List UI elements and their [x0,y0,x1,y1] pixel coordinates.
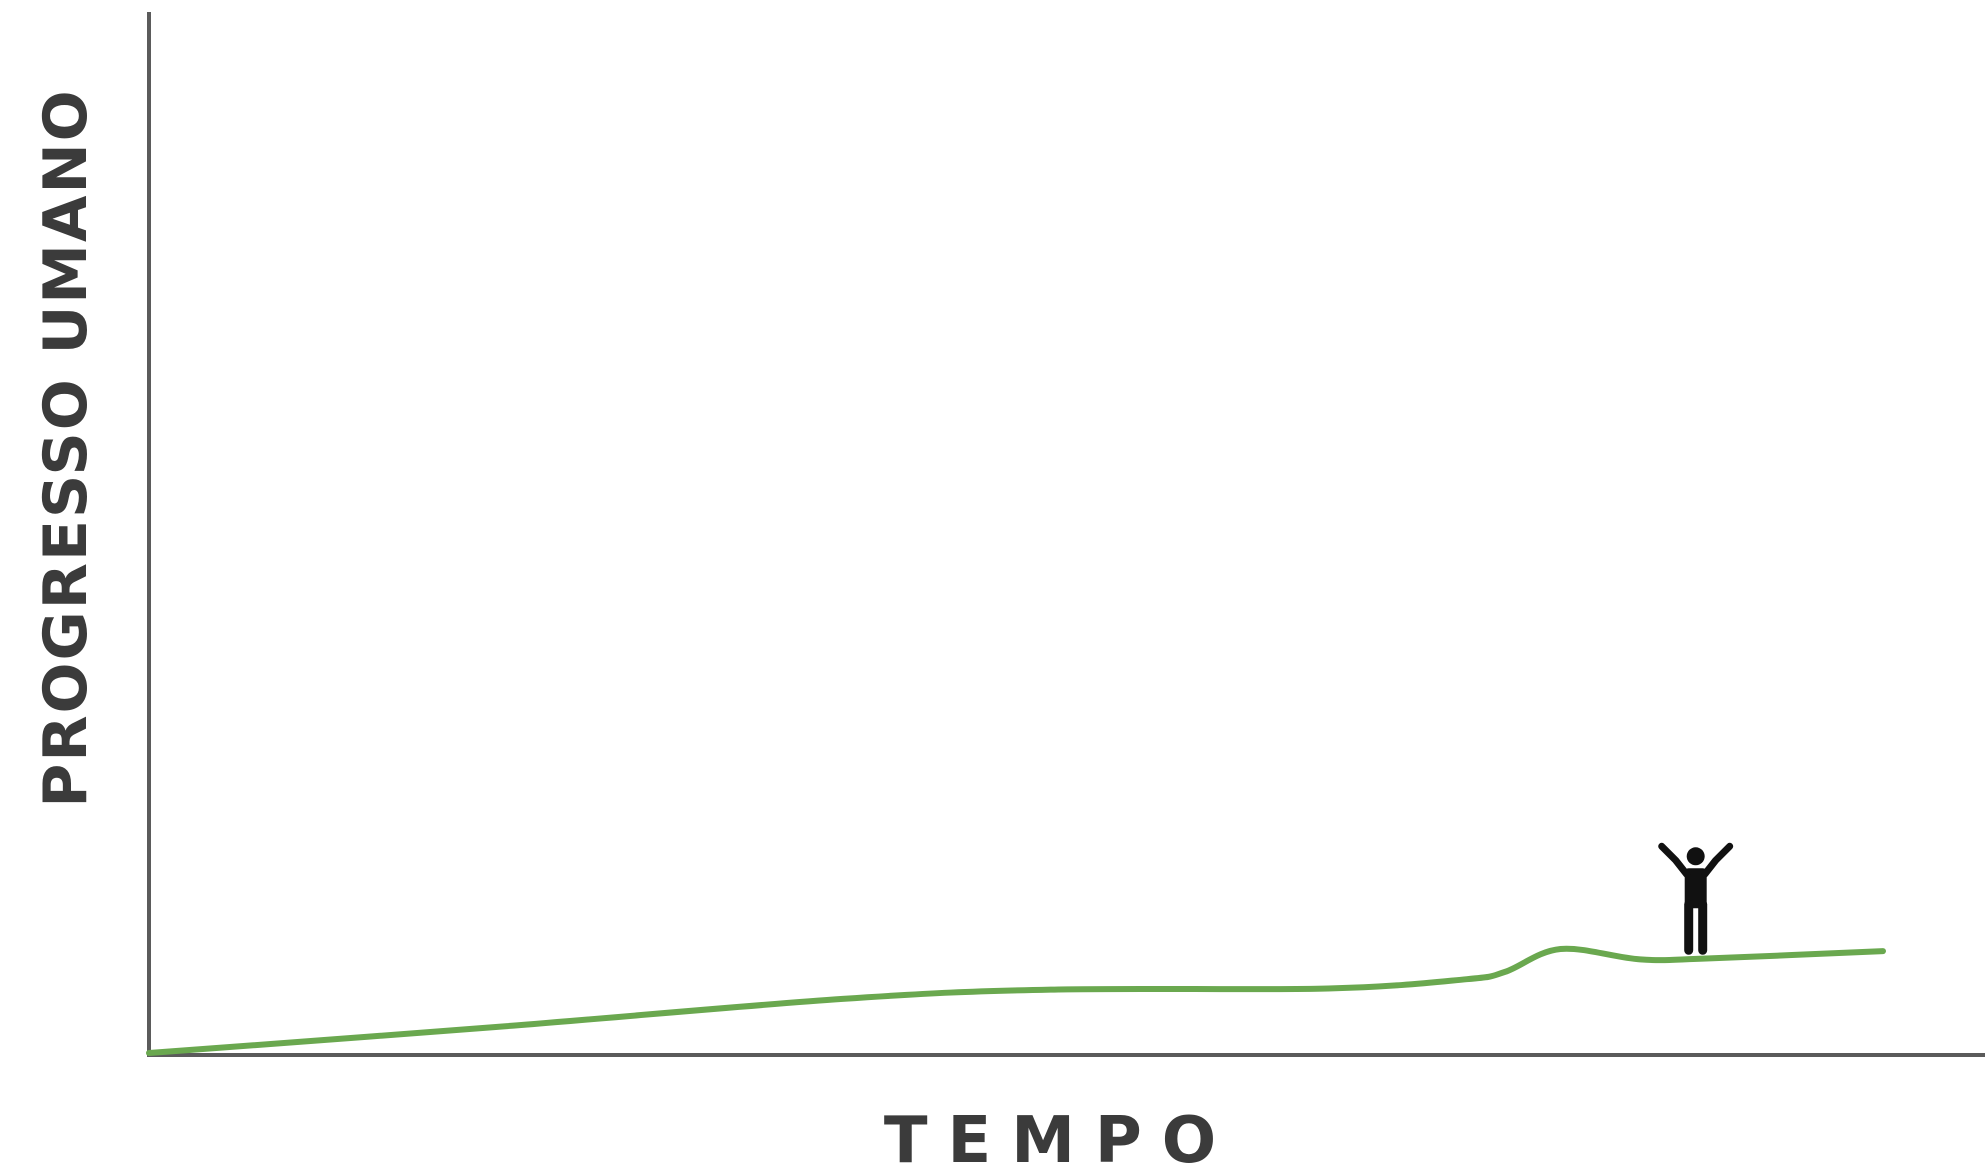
x-axis-title: TEMPO [884,1104,1236,1169]
series-layer [146,945,1886,1056]
annotation-layer [1658,842,1734,955]
series-line-0 [146,945,1886,1056]
person-arms-raised-icon [1658,842,1734,955]
y-axis-title: PROGRESSO UMANO [31,88,101,807]
axes [147,12,1985,1057]
